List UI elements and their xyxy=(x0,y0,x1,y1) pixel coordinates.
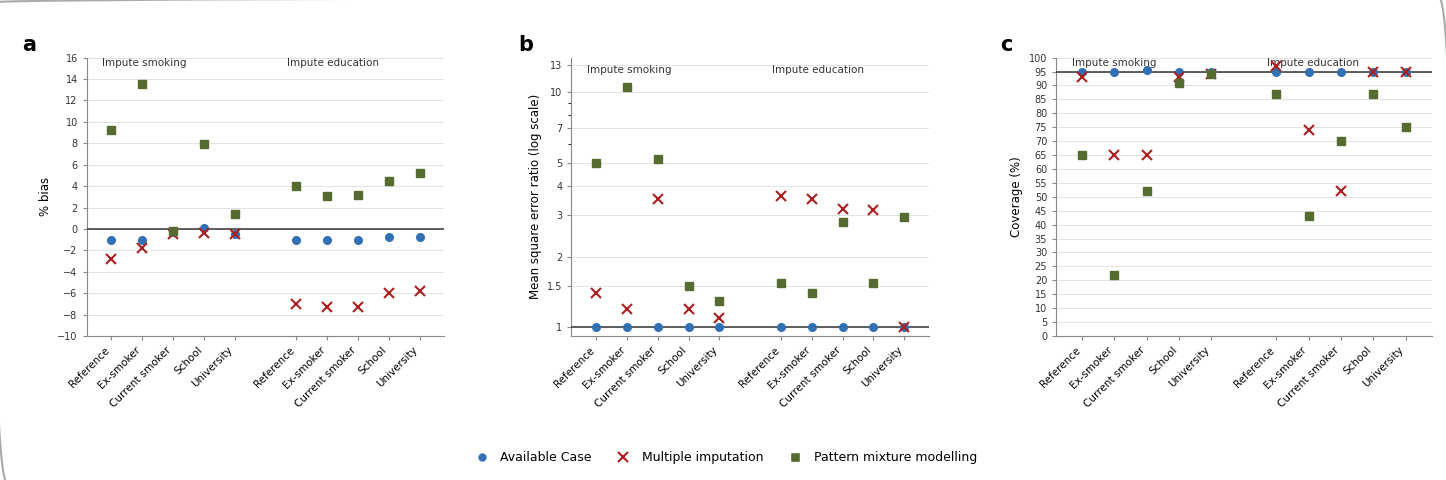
Y-axis label: Coverage (%): Coverage (%) xyxy=(1011,156,1024,237)
Legend: Available Case, Multiple imputation, Pattern mixture modelling: Available Case, Multiple imputation, Pat… xyxy=(464,446,982,469)
Text: b: b xyxy=(518,36,532,55)
Y-axis label: % bias: % bias xyxy=(39,177,52,216)
Text: Impute smoking: Impute smoking xyxy=(587,65,671,75)
Text: a: a xyxy=(22,36,36,55)
Text: Impute education: Impute education xyxy=(772,65,863,75)
Text: Impute education: Impute education xyxy=(1267,58,1358,68)
Text: c: c xyxy=(999,36,1012,55)
Y-axis label: Mean square error ratio (log scale): Mean square error ratio (log scale) xyxy=(528,94,541,300)
Text: Impute smoking: Impute smoking xyxy=(103,58,187,68)
Text: Impute education: Impute education xyxy=(288,58,379,68)
Text: Impute smoking: Impute smoking xyxy=(1073,58,1157,68)
